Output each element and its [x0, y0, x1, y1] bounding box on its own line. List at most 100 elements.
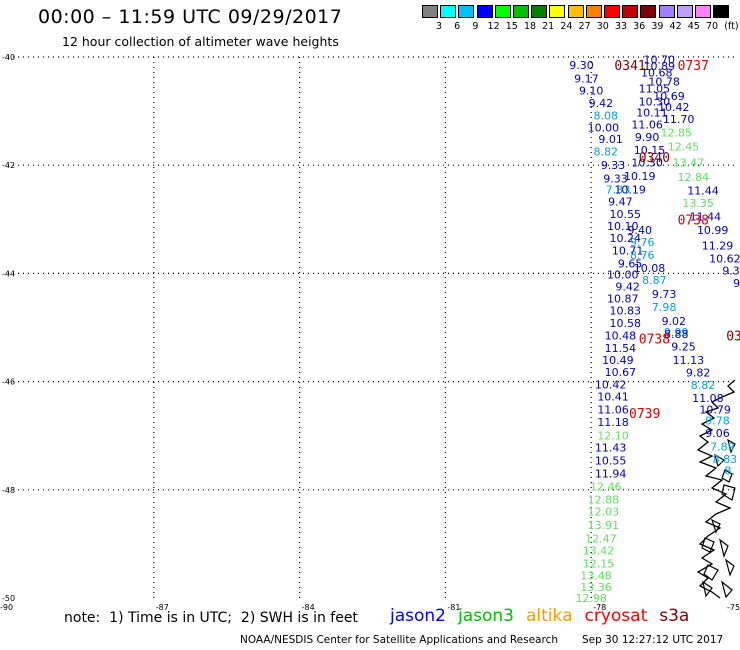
pass-time-label: 0737 [678, 59, 709, 74]
wave-height-value: 12.45 [668, 140, 700, 153]
wave-height-value: 9.78 [705, 415, 730, 428]
wave-height-value: 8.88 [664, 328, 689, 341]
wave-height-value: 8.87 [642, 274, 667, 287]
wave-height-value: 8.82 [594, 146, 619, 159]
wave-height-value: 7.33 [606, 184, 631, 197]
legend-swatch [422, 5, 438, 18]
wave-height-value: 8. [724, 464, 735, 477]
wave-height-value: 10.42 [658, 101, 690, 114]
legend-tick-label: 3 [435, 21, 443, 32]
wave-height-value: 8.82 [691, 379, 716, 392]
wave-height-value: 10.55 [595, 455, 627, 468]
satellite-altika-label: altika [526, 606, 573, 626]
longitude-label: -84 [302, 603, 315, 612]
wave-height-value: 10.70 [643, 54, 675, 67]
wave-height-value: 10.24 [609, 232, 641, 245]
legend-swatch [604, 5, 620, 18]
legend-swatch [622, 5, 639, 18]
wave-height-value: 11.43 [595, 442, 627, 455]
legend-swatch [658, 5, 675, 18]
wave-height-value: 11.29 [702, 239, 734, 252]
wave-height-value: 12.03 [588, 505, 620, 518]
wave-height-value: 10.62 [709, 252, 740, 265]
latitude-label: -48 [2, 486, 15, 495]
wave-height-value: 10.58 [609, 317, 641, 330]
wave-height-value: 9.99 [664, 326, 689, 339]
pass-time-label: 0739 [629, 407, 660, 422]
coastline-island [727, 438, 736, 454]
wave-height-value: 11.13 [673, 354, 705, 367]
wave-height-value: 10.30 [639, 95, 671, 108]
wave-height-value: 11.54 [605, 342, 637, 355]
legend-unit: (ft) [724, 21, 739, 32]
legend-swatch [494, 5, 511, 18]
wave-height-value: 9.02 [662, 315, 687, 328]
legend-tick-label: 45 [687, 21, 700, 32]
legend-swatch [531, 5, 548, 18]
wave-height-value: 11.18 [597, 416, 629, 429]
wave-height-value: 8.08 [594, 109, 619, 122]
wave-height-value: 7.98 [652, 301, 677, 314]
legend-tick-label: 30 [596, 21, 609, 32]
wave-height-value: 9.01 [598, 133, 623, 146]
legend-tick-label: 36 [633, 21, 646, 32]
wave-height-value: 10.10 [607, 220, 639, 233]
wave-height-value: 13.91 [588, 519, 620, 532]
pass-time-label: 0738 [639, 332, 670, 347]
units-note: note: 1) Time is in UTC; 2) SWH is in fe… [64, 610, 358, 626]
footer-timestamp: Sep 30 12:27:12 UTC 2017 [582, 634, 724, 646]
legend-swatch [476, 5, 493, 18]
coastline-island [719, 538, 729, 558]
latitude-label: -50 [2, 594, 15, 603]
longitude-label: -87 [156, 603, 169, 612]
legend-tick-label: 33 [614, 21, 628, 32]
legend-swatch [640, 5, 657, 18]
coastline-island [701, 537, 715, 553]
wave-height-value: 11.44 [687, 185, 719, 198]
wave-height-value: 10.19 [614, 184, 646, 197]
wave-height-value: 9.42 [589, 97, 614, 110]
coastline-island [710, 518, 721, 534]
wave-height-value: 10.78 [648, 75, 680, 88]
wave-height-value: 10.00 [607, 268, 639, 281]
latitude-label: -42 [2, 161, 15, 170]
latitude-label: -44 [2, 269, 15, 278]
coastline-island [721, 484, 736, 501]
wave-height-value: 11.06 [597, 404, 629, 417]
legend-swatch [440, 5, 457, 18]
wave-height-value: 12.47 [585, 532, 617, 545]
legend-swatch [713, 5, 730, 18]
pass-time-label: 0339 [726, 330, 740, 345]
coastline-island [714, 453, 725, 468]
wave-height-value: 10.48 [605, 330, 637, 343]
legend-tick-label: 12 [487, 21, 500, 32]
wave-height-value: 9.17 [574, 73, 599, 86]
coastline-island [703, 564, 719, 581]
wave-height-value: 9.90 [635, 131, 660, 144]
wave-height-value: 12.98 [575, 592, 607, 605]
wave-height-value: 10.30 [631, 156, 663, 169]
axis-labels: -40 -42 -44 -46 -48 -50-90 -87 -84 -81 -78 -75 [0, 53, 740, 612]
wave-height-value: 9.06 [705, 427, 730, 440]
coastline-island [724, 558, 735, 577]
wave-height-value: 12.46 [590, 481, 622, 494]
wave-height-value: 12.15 [583, 557, 615, 570]
wave-height-value: 13.47 [673, 156, 705, 169]
wave-height-value: 12.84 [678, 171, 710, 184]
latitude-label: -40 [2, 53, 15, 62]
wave-height-value: 10.55 [609, 208, 641, 221]
wave-height-value: 9.25 [671, 340, 696, 353]
coastline-main [696, 379, 736, 599]
legend-tick-label: 18 [523, 21, 537, 32]
wave-height-value: 12.85 [661, 127, 693, 140]
longitude-label: -90 [0, 603, 13, 612]
wave-height-value: 10.69 [653, 90, 685, 103]
longitude-label: -75 [727, 603, 740, 612]
legend-swatch [513, 5, 529, 18]
wave-height-value: 10.83 [609, 305, 641, 318]
wave-height-value: 11.08 [692, 392, 724, 405]
legend-swatch [549, 5, 566, 18]
wave-height-value: 9.32 [722, 265, 740, 278]
legend-tick-label: 39 [651, 21, 664, 32]
coastline [696, 379, 736, 599]
